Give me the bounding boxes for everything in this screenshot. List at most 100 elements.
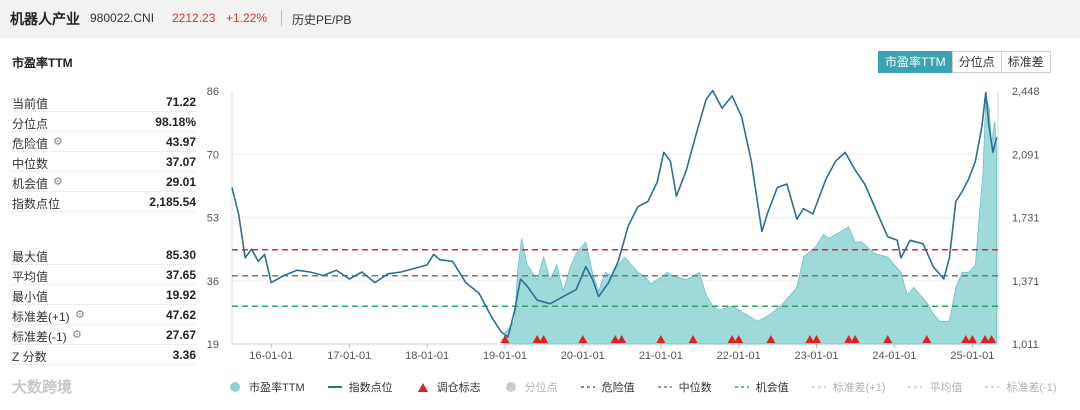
y-left-tick-label: 53: [207, 213, 219, 225]
stat-value: 85.30: [165, 248, 196, 262]
x-tick-label: 16-01-01: [249, 350, 293, 362]
chart-axes: 86 70 53 36 19 2,448 2,091 1,731 1,371 1,011 16-01…: [207, 86, 1040, 362]
x-tick-label: 17-01-01: [327, 350, 371, 362]
stat-label: 危险值: [12, 137, 49, 151]
pe-chart: 86 70 53 36 19 2,448 2,091 1,731 1,371 1,011 16-01…: [207, 86, 1040, 362]
legend-label: 危险值: [601, 382, 635, 394]
legend-swatch-icon: [734, 386, 749, 388]
rebalance-marker: [805, 335, 815, 343]
stat-row: 分位点 98.18%: [12, 112, 196, 132]
rebalance-marker: [656, 335, 666, 343]
legend-item[interactable]: 标准差(-1): [984, 379, 1057, 395]
y-left-tick-label: 70: [207, 149, 219, 161]
legend-swatch-icon: [580, 386, 595, 388]
index-line-layer: [231, 89, 998, 338]
y-right-tick-label: 1,371: [1012, 276, 1040, 288]
tab-pe-ttm[interactable]: 市盈率TTM: [878, 51, 953, 73]
stat-value: 27.67: [165, 328, 196, 342]
rebalance-markers: [500, 335, 997, 343]
stat-label: 平均值: [12, 270, 49, 284]
legend-item[interactable]: 市盈率TTM: [227, 379, 305, 395]
legend-label: 市盈率TTM: [249, 382, 305, 394]
rebalance-marker: [844, 335, 854, 343]
legend-item[interactable]: 分位点: [503, 379, 558, 395]
stat-row: 机会值 ⚙ 29.01: [12, 172, 196, 192]
y-left-tick-label: 19: [207, 339, 219, 351]
legend-swatch-icon: [908, 386, 923, 388]
rebalance-marker: [922, 335, 932, 343]
header-divider: [281, 10, 282, 26]
legend-swatch-icon: [230, 382, 240, 392]
rebalance-marker: [539, 335, 549, 343]
stat-value: 37.07: [165, 155, 196, 169]
index-level-line: [231, 89, 998, 338]
header-bar: 机器人产业 980022.CNI 2212.23 +1.22% 历史PE/PB: [0, 0, 1080, 38]
stat-label: 指数点位: [12, 197, 61, 211]
index-code: 980022.CNI: [90, 11, 155, 25]
x-tick-label: 25-01-01: [950, 350, 994, 362]
stat-label: 分位点: [12, 117, 49, 131]
legend-label: 标准差(-1): [1006, 382, 1057, 394]
metric-tabs: 市盈率TTM 分位点 标准差: [878, 51, 1051, 73]
legend-swatch-icon: [417, 383, 428, 392]
x-tick-label: 23-01-01: [794, 350, 838, 362]
stat-label: 标准差(-1): [12, 330, 67, 344]
stat-row: Z 分数 3.36: [12, 345, 196, 365]
stat-label: 最小值: [12, 290, 49, 304]
legend-item[interactable]: 标准差(+1): [811, 379, 885, 395]
swatch-dot: [230, 382, 240, 392]
legend-swatch-icon: [811, 386, 826, 388]
legend-label: 机会值: [755, 382, 789, 394]
legend-label: 指数点位: [348, 382, 393, 394]
stat-row: 最大值 85.30: [12, 245, 196, 265]
y-right-tick-label: 1,011: [1012, 339, 1039, 351]
panel-title: 市盈率TTM: [12, 56, 73, 70]
index-price: 2212.23: [172, 11, 216, 25]
x-tick-label: 24-01-01: [872, 350, 916, 362]
stat-row: 标准差(-1) ⚙ 27.67: [12, 325, 196, 345]
stat-value: 71.22: [165, 95, 196, 109]
stat-divider: [12, 264, 196, 265]
chart-legend: 市盈率TTM 指数点位 调仓标志 分位点 危险值 中位数 机会值 标准差(+1) 平均值 标准差(…: [227, 378, 1079, 396]
x-tick-label: 19-01-01: [483, 350, 527, 362]
stat-row: 当前值 71.22: [12, 92, 196, 112]
rebalance-marker: [812, 335, 822, 343]
index-name: 机器人产业: [10, 11, 80, 27]
stat-row: 最小值 19.92: [12, 285, 196, 305]
gear-icon[interactable]: ⚙: [53, 136, 63, 148]
legend-item[interactable]: 中位数: [657, 379, 712, 395]
gear-icon[interactable]: ⚙: [53, 176, 63, 188]
stat-label: 最大值: [12, 250, 49, 264]
legend-item[interactable]: 平均值: [907, 379, 962, 395]
swatch-triangle: [417, 383, 428, 392]
history-pe-pb-link[interactable]: 历史PE/PB: [292, 13, 352, 27]
stat-row: 标准差(+1) ⚙ 47.62: [12, 305, 196, 325]
stat-divider: [12, 211, 196, 212]
stat-label: 中位数: [12, 157, 49, 171]
stat-divider: [12, 284, 196, 285]
stat-row: 平均值 37.65: [12, 265, 196, 285]
legend-item[interactable]: 调仓标志: [415, 379, 481, 395]
x-tick-label: 21-01-01: [639, 350, 683, 362]
legend-item[interactable]: 机会值: [734, 379, 789, 395]
watermark: 大数跨境: [12, 379, 73, 396]
x-tick-label: 20-01-01: [561, 350, 605, 362]
y-left-tick-label: 36: [207, 276, 219, 288]
tab-std-dev[interactable]: 标准差: [1000, 51, 1051, 73]
gear-icon[interactable]: ⚙: [75, 309, 85, 321]
rebalance-marker: [850, 335, 860, 343]
rebalance-marker: [987, 335, 997, 343]
stat-divider: [12, 344, 196, 345]
legend-item[interactable]: 指数点位: [327, 379, 393, 395]
y-right-tick-label: 2,448: [1012, 86, 1040, 98]
legend-swatch-icon: [505, 382, 516, 392]
legend-item[interactable]: 危险值: [580, 379, 635, 395]
gear-icon[interactable]: ⚙: [72, 329, 82, 341]
stat-value: 19.92: [165, 288, 196, 302]
stat-divider: [12, 151, 196, 152]
stat-divider: [12, 131, 196, 132]
stat-value: 47.62: [165, 308, 196, 322]
stat-label: 当前值: [12, 97, 49, 111]
rebalance-marker: [500, 335, 510, 343]
stat-divider: [12, 191, 196, 192]
